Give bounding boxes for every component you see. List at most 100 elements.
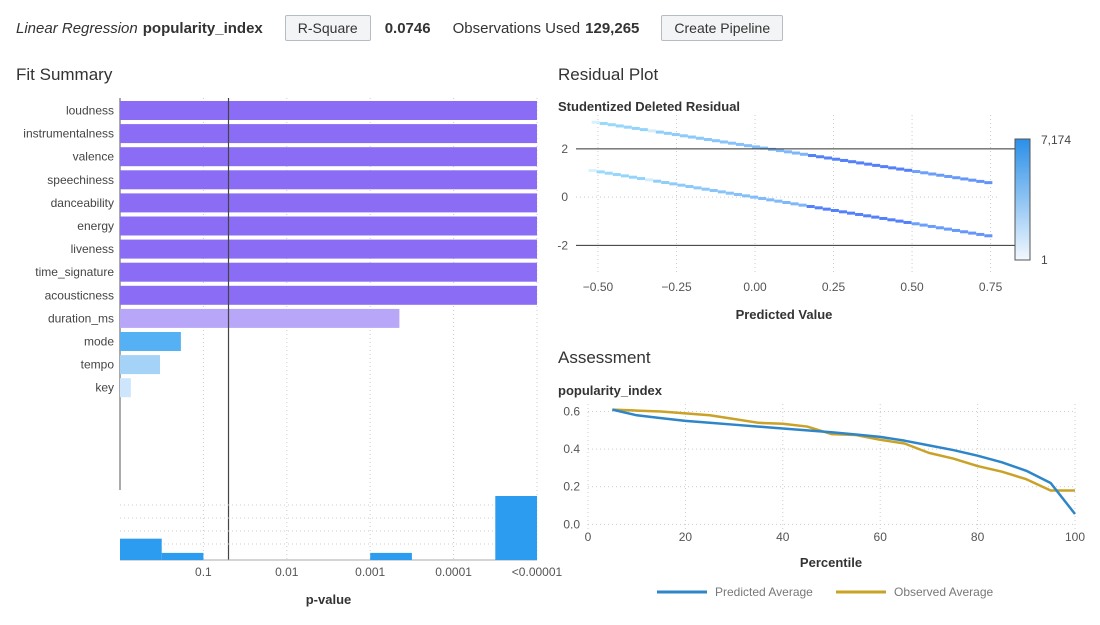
fit-bar-label: valence: [73, 150, 115, 164]
assessment-title: Assessment: [558, 348, 651, 367]
residual-heat-cell: [743, 144, 752, 148]
residual-heat-cell: [943, 227, 952, 231]
residual-heat-cell: [944, 174, 953, 178]
residual-heat-cell: [880, 165, 889, 169]
residual-heat-cell: [687, 135, 696, 139]
residual-heat-cell: [751, 145, 761, 149]
residual-heat-cell: [895, 219, 904, 223]
fit-bar: [120, 332, 181, 351]
residual-heat-cell: [647, 129, 656, 133]
residual-heat-cell: [709, 189, 718, 193]
residual-heat-cell: [984, 181, 993, 185]
residual-heat-cell: [903, 220, 912, 224]
residual-heat-cell: [919, 223, 928, 227]
residual-heat-cell: [695, 136, 704, 140]
residual-heat-cell: [653, 179, 662, 183]
assessment-y-label: popularity_index: [558, 383, 663, 398]
assessment-y-tick-label: 0.4: [563, 442, 580, 456]
residual-heat-cell: [766, 198, 775, 202]
assessment-x-tick-label: 60: [874, 530, 888, 544]
residual-heat-cell: [607, 123, 616, 127]
residual-heat-cell: [920, 171, 929, 175]
fit-bar-label: tempo: [81, 358, 115, 372]
fit-bar: [120, 124, 537, 144]
residual-heat-cell: [758, 197, 767, 201]
create-pipeline-button[interactable]: Create Pipeline: [661, 15, 784, 41]
r-square-button[interactable]: R-Square: [284, 15, 371, 41]
assessment-x-tick-label: 100: [1065, 530, 1085, 544]
hist-bar: [495, 496, 537, 560]
residual-heat-cell: [727, 141, 736, 145]
fit-bar: [120, 262, 537, 282]
fit-bar-label: key: [95, 381, 114, 395]
fit-bar-label: liveness: [71, 242, 114, 256]
residual-heat-cell: [936, 173, 945, 177]
residual-heat-cell: [911, 222, 920, 226]
residual-color-legend: [1014, 138, 1031, 261]
residual-heat-cell: [935, 226, 944, 230]
fit-bar: [120, 308, 400, 328]
fit-bar-label: loudness: [66, 104, 114, 118]
residual-heat-cell: [856, 161, 865, 165]
residual-heat-cell: [968, 178, 977, 182]
legend-max-label: 7,174: [1041, 133, 1071, 147]
residual-heat-cell: [800, 152, 809, 156]
hist-bar: [120, 538, 162, 560]
residual-heat-cell: [816, 155, 825, 159]
residual-heat-cell: [976, 179, 985, 183]
residual-heat-cell: [840, 158, 849, 162]
residual-heat-cell: [782, 200, 791, 204]
residual-heat-cell: [960, 177, 969, 181]
assessment-legend-label: Observed Average: [894, 585, 994, 599]
residual-heat-cell: [792, 151, 801, 155]
fit-bar-label: mode: [84, 335, 114, 349]
fit-bar: [120, 193, 537, 213]
fit-bar-label: speechiness: [47, 173, 114, 187]
hist-bar: [161, 552, 204, 560]
residual-heat-cell: [848, 160, 857, 164]
fit-bar-label: duration_ms: [48, 311, 114, 325]
fit-summary-title: Fit Summary: [16, 65, 113, 84]
residual-heat-cell: [968, 231, 977, 235]
residual-y-tick-label: 2: [561, 142, 568, 156]
assessment-y-tick-label: 0.0: [563, 517, 580, 531]
residual-heat-cell: [824, 156, 833, 160]
residual-heat-cell: [790, 202, 799, 206]
residual-heat-cell: [952, 176, 961, 180]
fit-x-tick-label: 0.01: [275, 565, 299, 579]
residual-y-label: Studentized Deleted Residual: [558, 99, 741, 114]
residual-heat-cell: [928, 172, 937, 176]
residual-heat-cell: [798, 203, 807, 207]
fit-x-tick-label: 0.1: [195, 565, 212, 579]
residual-heat-cell: [904, 168, 913, 172]
residual-heat-cell: [783, 150, 793, 154]
target-variable: popularity_index: [142, 19, 263, 37]
residual-heat-cell: [719, 140, 728, 144]
residual-heat-cell: [822, 207, 831, 211]
residual-heat-cell: [645, 178, 654, 182]
residual-heat-cell: [628, 175, 637, 179]
fit-bar-label: energy: [77, 219, 114, 233]
residual-heat-cell: [631, 126, 640, 130]
assessment-legend-label: Predicted Average: [715, 585, 813, 599]
residual-heat-cell: [774, 199, 783, 203]
residual-heat-cell: [591, 120, 600, 124]
residual-heat-cell: [711, 139, 720, 143]
assessment-x-tick-label: 80: [971, 530, 985, 544]
residual-heat-cell: [838, 210, 847, 214]
residual-heat-cell: [830, 208, 839, 212]
residual-heat-cell: [872, 163, 881, 167]
residual-x-tick-label: 0.25: [822, 280, 846, 294]
observations-label: Observations Used: [452, 19, 581, 37]
assessment-y-tick-label: 0.2: [563, 480, 580, 494]
fit-bar: [120, 285, 537, 305]
residual-heat-cell: [855, 212, 864, 216]
residual-heat-cell: [806, 204, 815, 208]
residual-heat-cell: [896, 167, 905, 171]
residual-x-axis-label: Predicted Value: [736, 307, 833, 322]
residual-heat-cell: [864, 162, 873, 166]
residual-heat-cell: [808, 154, 817, 158]
residual-heat-cell: [767, 147, 777, 151]
residual-heat-cell: [814, 206, 823, 210]
residual-heat-cell: [679, 134, 688, 138]
